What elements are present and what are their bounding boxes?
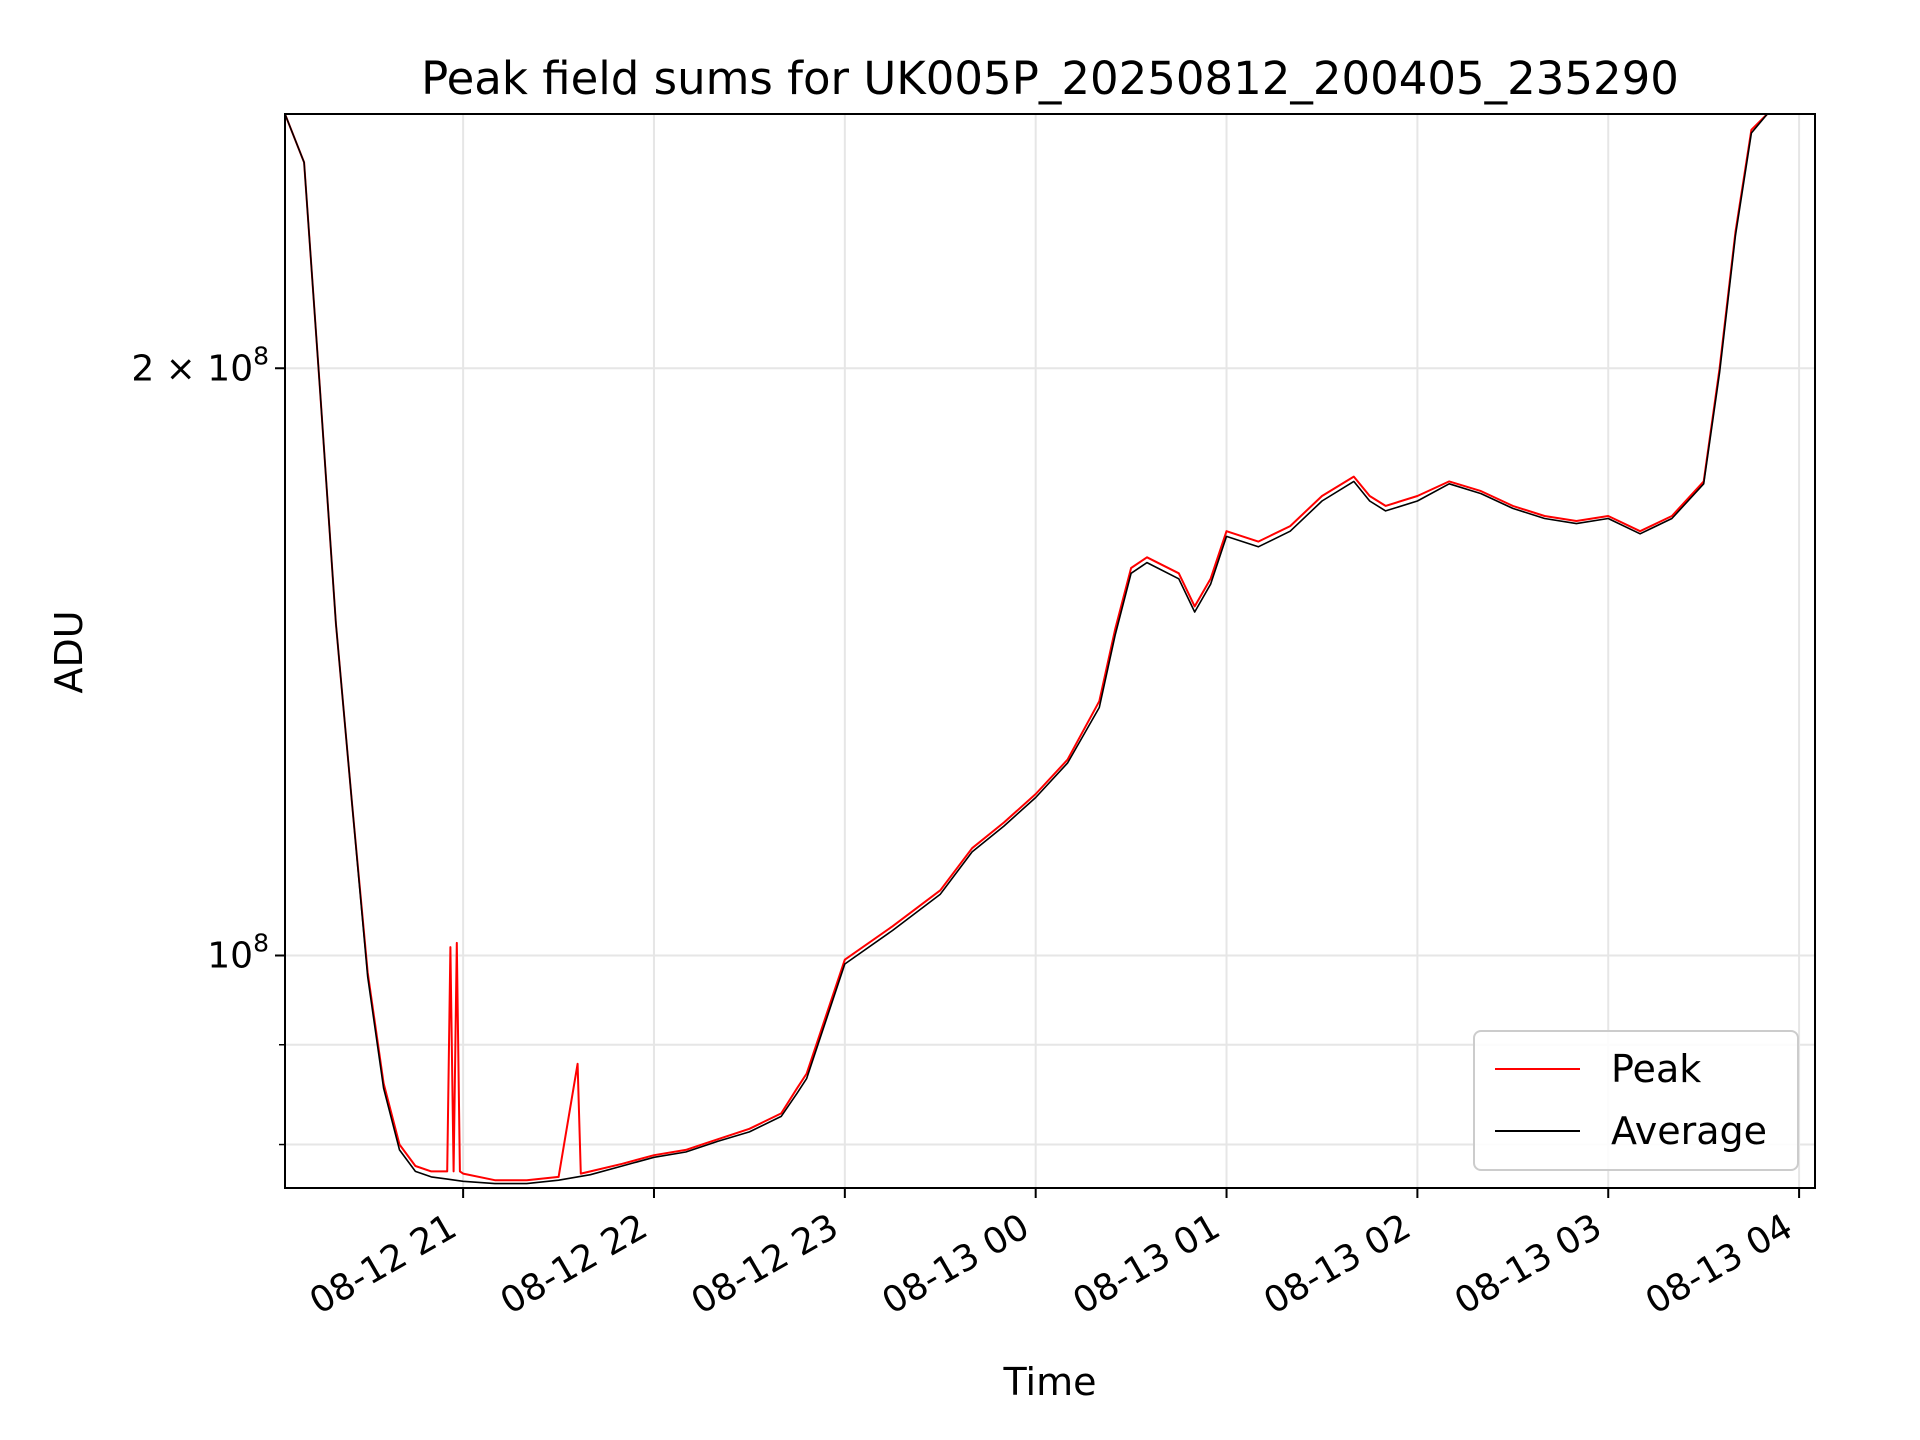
x-tick-label: 08-13 03 [1448,1206,1609,1322]
grid [285,114,1815,1188]
series-line-average [285,114,1768,1185]
plot-frame [284,113,1816,1189]
x-tick-label: 08-13 00 [876,1206,1037,1322]
series-layer [285,114,1769,1185]
x-axis-label: Time [1003,1360,1097,1404]
x-tick-label: 08-13 02 [1257,1206,1418,1322]
legend: Peak Average [1473,1030,1799,1171]
y-axis-label: ADU [47,610,91,694]
legend-item-average: Average [1475,1106,1797,1156]
legend-item-peak: Peak [1475,1044,1797,1094]
ticks: 08-12 21 08-12 22 08-12 23 08-13 00 08-13 01… [131,341,1801,1323]
legend-label-average: Average [1611,1109,1768,1153]
x-tick-label: 08-12 23 [685,1206,846,1322]
series-line-peak [285,114,1769,1182]
y-tick-label: 108 [207,928,269,976]
chart-title: Peak field sums for UK005P_20250812_2004… [421,52,1679,105]
x-tick-label: 08-13 01 [1066,1206,1227,1322]
legend-label-peak: Peak [1611,1047,1702,1091]
legend-line-average [1495,1130,1580,1132]
x-tick-label: 08-12 21 [303,1206,464,1322]
legend-line-peak [1495,1068,1580,1070]
y-tick-label: 2 × 108 [131,341,269,389]
x-tick-label: 08-13 04 [1639,1206,1800,1322]
x-tick-label: 08-12 22 [494,1206,655,1322]
